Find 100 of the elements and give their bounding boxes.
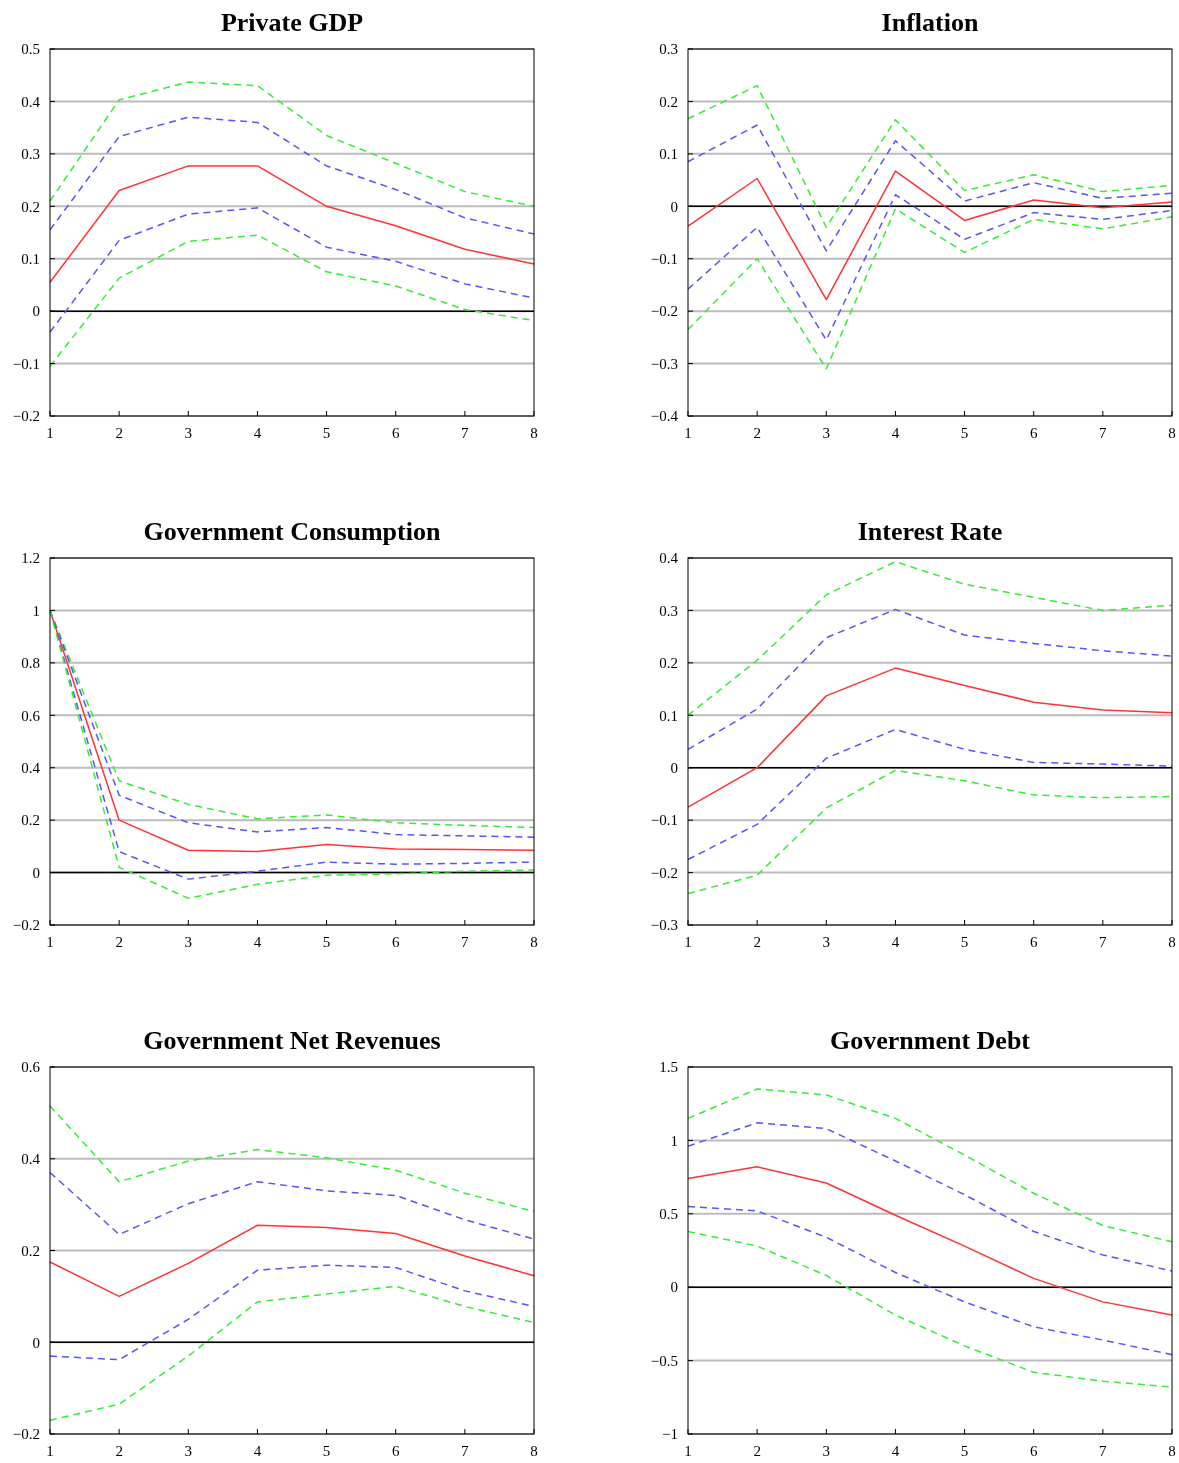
y-tick-label: −0.1	[650, 250, 678, 267]
line-series	[49, 116, 535, 235]
y-tick-label: 1	[670, 1132, 678, 1149]
x-tick-label: 1	[684, 425, 692, 441]
y-tick-label: 0.1	[659, 707, 678, 724]
line-series	[687, 1122, 1173, 1272]
chart-title: Government Net Revenues	[143, 1026, 441, 1055]
x-tick-label: 5	[960, 1443, 969, 1459]
x-tick-label: 8	[1168, 934, 1176, 950]
y-tick-label: −0.5	[650, 1352, 678, 1369]
y-tick-label: 0	[32, 864, 40, 881]
line-series	[687, 170, 1173, 301]
x-tick-label: 2	[753, 1443, 761, 1459]
line-series	[687, 667, 1173, 808]
line-series	[687, 1166, 1173, 1316]
x-tick-label: 6	[1029, 934, 1038, 950]
x-tick-label: 8	[530, 1443, 538, 1459]
y-tick-label: 0	[670, 759, 678, 776]
y-tick-label: 0.1	[659, 146, 678, 163]
y-tick-label: −1	[662, 1426, 678, 1443]
y-tick-label: 0	[32, 1334, 40, 1351]
x-tick-label: 6	[391, 934, 400, 950]
y-tick-label: −0.2	[12, 917, 40, 934]
x-tick-label: 1	[46, 934, 54, 950]
line-series	[49, 81, 535, 208]
y-tick-label: 0.6	[21, 1059, 41, 1076]
y-tick-label: 0	[670, 198, 678, 215]
y-tick-label: 0.4	[21, 759, 41, 776]
line-series	[687, 1205, 1173, 1356]
line-series	[49, 1285, 535, 1421]
x-tick-label: 2	[115, 425, 123, 441]
x-tick-label: 4	[253, 1443, 262, 1459]
y-tick-label: 0	[32, 303, 40, 320]
y-tick-label: 0.8	[21, 655, 40, 672]
x-tick-label: 8	[530, 934, 538, 950]
y-tick-label: −0.2	[650, 303, 678, 320]
y-tick-label: 0.2	[21, 1242, 40, 1259]
y-tick-label: 0	[670, 1279, 678, 1296]
x-tick-label: 8	[530, 425, 538, 441]
x-tick-label: 1	[684, 1443, 692, 1459]
line-series	[49, 165, 535, 284]
x-tick-label: 3	[184, 425, 193, 441]
x-tick-label: 5	[960, 934, 969, 950]
line-series	[687, 124, 1173, 252]
x-tick-label: 5	[960, 425, 969, 441]
line-series	[687, 208, 1173, 370]
y-tick-label: 1	[32, 602, 40, 619]
y-tick-label: 0.5	[659, 1206, 678, 1223]
x-tick-label: 7	[461, 1443, 470, 1459]
chart-title: Inflation	[881, 8, 979, 37]
x-tick-label: 6	[1029, 425, 1038, 441]
line-series	[687, 1088, 1173, 1243]
x-tick-label: 3	[184, 1443, 193, 1459]
x-tick-label: 8	[1168, 1443, 1176, 1459]
x-tick-label: 5	[322, 1443, 331, 1459]
y-tick-label: 0.3	[21, 146, 40, 163]
line-series	[687, 560, 1173, 717]
x-tick-label: 6	[1029, 1443, 1038, 1459]
y-tick-label: 0.3	[659, 41, 678, 58]
line-series	[687, 608, 1173, 751]
x-tick-label: 3	[184, 934, 193, 950]
line-series	[49, 1171, 535, 1240]
x-tick-label: 2	[115, 1443, 123, 1459]
chart-title: Government Debt	[829, 1026, 1031, 1055]
x-tick-label: 4	[891, 934, 900, 950]
x-tick-label: 3	[822, 934, 831, 950]
y-tick-label: 0.5	[21, 41, 40, 58]
x-tick-label: 2	[753, 934, 761, 950]
y-tick-label: −0.1	[650, 812, 678, 829]
x-tick-label: 4	[891, 425, 900, 441]
y-tick-label: −0.3	[650, 917, 678, 934]
x-tick-label: 6	[391, 1443, 400, 1459]
x-tick-label: 8	[1168, 425, 1176, 441]
x-tick-label: 3	[822, 425, 831, 441]
x-tick-label: 7	[1099, 934, 1108, 950]
y-tick-label: −0.4	[650, 408, 679, 425]
y-tick-label: −0.2	[650, 864, 678, 881]
x-tick-label: 6	[391, 425, 400, 441]
y-tick-label: 0.2	[21, 198, 40, 215]
x-tick-label: 1	[684, 934, 692, 950]
y-tick-label: −0.2	[12, 1426, 40, 1443]
chart-title: Interest Rate	[857, 517, 1003, 546]
y-tick-label: 0.2	[21, 812, 40, 829]
y-tick-label: −0.1	[12, 355, 40, 372]
chart-title: Government Consumption	[143, 517, 441, 546]
y-tick-label: 0.1	[21, 250, 40, 267]
x-tick-label: 7	[1099, 425, 1108, 441]
y-tick-label: 0.2	[659, 93, 678, 110]
y-tick-label: 0.4	[21, 93, 41, 110]
x-tick-label: 2	[753, 425, 761, 441]
x-tick-label: 5	[322, 425, 331, 441]
x-tick-label: 4	[253, 425, 262, 441]
y-tick-label: 0.6	[21, 707, 41, 724]
x-tick-label: 2	[115, 934, 123, 950]
x-tick-label: 3	[822, 1443, 831, 1459]
chart-title: Private GDP	[220, 8, 364, 37]
y-tick-label: 0.4	[21, 1151, 41, 1167]
y-tick-label: 1.5	[659, 1059, 678, 1076]
y-tick-label: −0.3	[650, 355, 678, 372]
line-series	[49, 1224, 535, 1298]
